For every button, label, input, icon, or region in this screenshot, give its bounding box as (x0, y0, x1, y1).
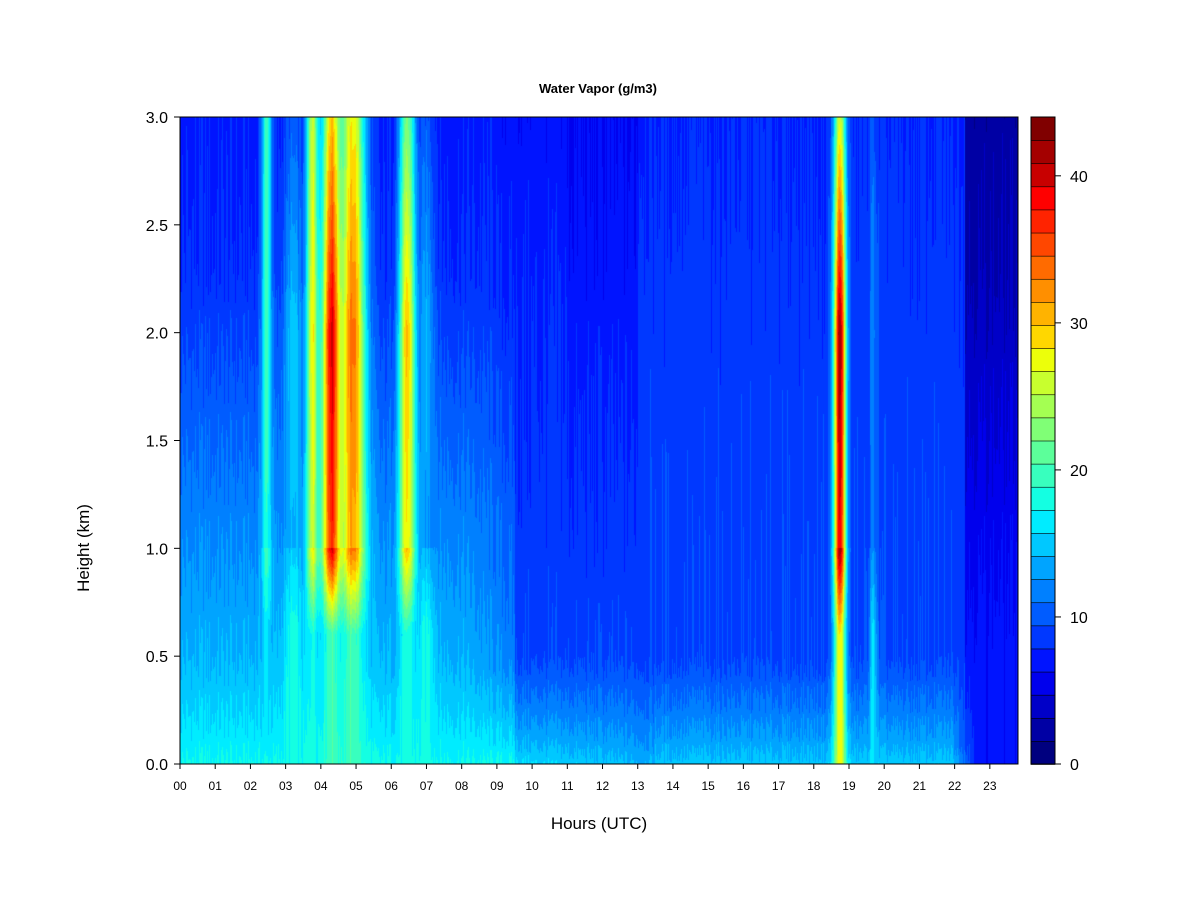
x-tick-label: 14 (666, 779, 680, 793)
colorbar-swatch (1030, 694, 1056, 719)
colorbar-tick-label: 10 (1070, 610, 1088, 627)
y-tick-label: 3.0 (146, 110, 168, 127)
colorbar-swatch (1030, 417, 1056, 442)
y-tick-label: 1.0 (146, 541, 168, 558)
x-tick-label: 11 (561, 779, 574, 793)
x-tick-label: 20 (878, 779, 892, 793)
colorbar-swatch (1030, 555, 1056, 580)
colorbar-swatch (1030, 347, 1056, 372)
x-axis: 00 01 02 03 04 05 06 07 08 09 10 11 12 13 14 15 16 17 18 19… (173, 764, 997, 793)
x-tick-label: 21 (913, 779, 927, 793)
x-tick-label: 03 (279, 779, 293, 793)
colorbar-swatch (1030, 717, 1056, 742)
x-tick-label: 23 (983, 779, 997, 793)
colorbar-tick-label: 20 (1070, 463, 1088, 480)
colorbar-swatch (1030, 139, 1056, 165)
x-tick-label: 06 (385, 779, 399, 793)
colorbar-swatch (1030, 740, 1056, 765)
colorbar-swatch (1030, 532, 1056, 557)
x-tick-label: 17 (772, 779, 786, 793)
x-tick-label: 12 (596, 779, 610, 793)
x-tick-label: 19 (842, 779, 856, 793)
colorbar-swatch (1030, 648, 1056, 673)
y-tick-label: 2.5 (146, 218, 168, 235)
colorbar-tick-label: 40 (1070, 169, 1088, 186)
x-tick-label: 02 (244, 779, 258, 793)
x-tick-label: 08 (455, 779, 469, 793)
x-tick-label: 05 (349, 779, 363, 793)
colorbar-swatch (1030, 116, 1056, 141)
colorbar-swatch (1030, 370, 1056, 396)
colorbar (1030, 116, 1056, 765)
colorbar-swatch (1030, 255, 1056, 280)
y-tick-label: 2.0 (146, 326, 168, 343)
x-tick-label: 00 (173, 779, 187, 793)
colorbar-swatch (1030, 625, 1056, 650)
x-tick-label: 07 (420, 779, 434, 793)
colorbar-swatch (1030, 393, 1056, 419)
colorbar-swatch (1030, 186, 1056, 211)
colorbar-swatch (1030, 232, 1056, 257)
x-tick-label: 16 (737, 779, 751, 793)
colorbar-axis: 0 10 20 30 40 (1055, 169, 1088, 774)
colorbar-tick-label: 0 (1070, 757, 1079, 774)
colorbar-tick-label: 30 (1070, 316, 1088, 333)
colorbar-swatch (1030, 162, 1056, 188)
y-tick-label: 0.0 (146, 757, 168, 774)
y-axis-label: Height (km) (74, 504, 93, 592)
colorbar-swatch (1030, 278, 1056, 303)
colorbar-swatch (1030, 324, 1056, 349)
y-tick-label: 1.5 (146, 434, 168, 451)
x-axis-label: Hours (UTC) (551, 814, 647, 833)
y-tick-label: 0.5 (146, 649, 168, 666)
colorbar-swatch (1030, 440, 1056, 465)
heatmap-field (180, 117, 1018, 764)
colorbar-swatch (1030, 463, 1056, 488)
colorbar-swatch (1030, 509, 1056, 534)
x-tick-label: 01 (209, 779, 223, 793)
x-tick-label: 22 (948, 779, 962, 793)
x-tick-label: 09 (490, 779, 504, 793)
y-axis: 0.0 0.5 1.0 1.5 2.0 2.5 3.0 (146, 110, 180, 774)
colorbar-swatch (1030, 209, 1056, 234)
x-tick-label: 04 (314, 779, 328, 793)
colorbar-swatch (1030, 486, 1056, 511)
chart-title: Water Vapor (g/m3) (539, 81, 657, 96)
colorbar-swatch (1030, 601, 1056, 627)
x-tick-label: 10 (525, 779, 539, 793)
colorbar-frame (1030, 116, 1056, 765)
colorbar-swatch (1030, 671, 1056, 696)
colorbar-swatch (1030, 301, 1056, 326)
colorbar-swatch (1030, 578, 1056, 604)
x-tick-label: 13 (631, 779, 645, 793)
x-tick-label: 18 (807, 779, 821, 793)
x-tick-label: 15 (701, 779, 715, 793)
